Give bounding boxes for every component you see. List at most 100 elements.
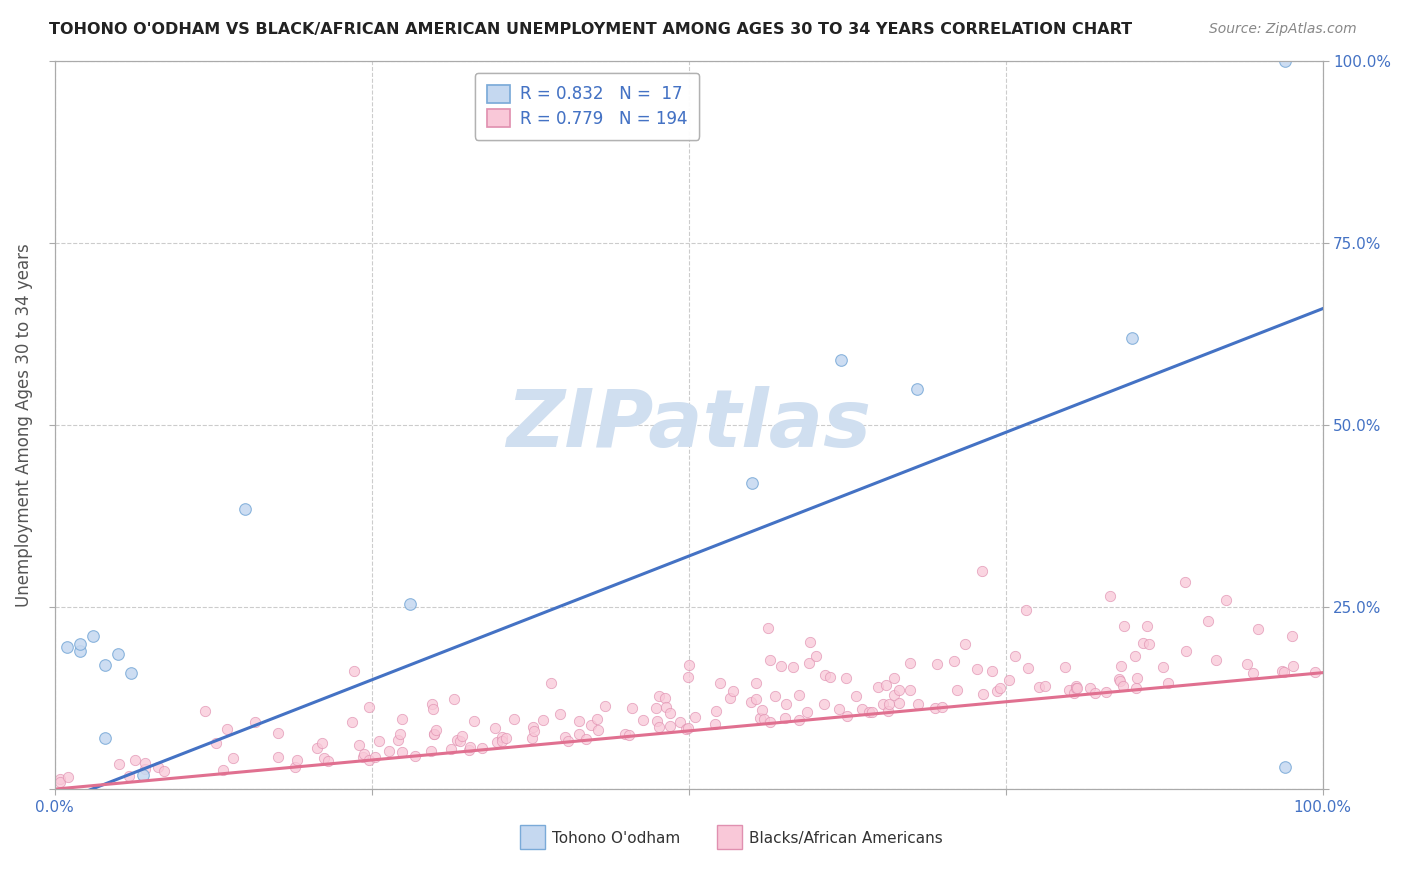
Point (387, 733, 409, 747)
Point (709, 676, 731, 690)
Point (775, 697, 797, 711)
Point (1174, 644, 1197, 658)
Point (998, 673, 1021, 687)
Point (813, 698, 835, 712)
Point (1236, 657, 1258, 671)
Point (898, 656, 921, 670)
Point (966, 662, 988, 676)
Point (830, 352, 852, 367)
Point (56, 771, 79, 785)
Point (391, 745, 413, 759)
Point (1017, 661, 1039, 675)
Point (799, 657, 821, 671)
Point (631, 713, 654, 727)
Point (1215, 592, 1237, 607)
Point (124, 753, 146, 767)
Point (1197, 614, 1219, 628)
Point (1136, 618, 1159, 632)
Point (1033, 679, 1056, 693)
Point (745, 676, 768, 690)
Point (146, 760, 169, 774)
Point (502, 712, 524, 726)
Point (883, 688, 905, 702)
Point (718, 691, 741, 706)
Point (900, 682, 922, 697)
Point (721, 684, 744, 698)
Point (568, 727, 591, 741)
Point (872, 697, 894, 711)
Point (1125, 681, 1147, 695)
Point (1243, 666, 1265, 681)
Point (343, 664, 366, 678)
Point (1274, 665, 1296, 679)
Point (1281, 659, 1303, 673)
Point (621, 700, 644, 714)
Point (423, 727, 446, 741)
Point (211, 764, 233, 778)
Point (1112, 618, 1135, 632)
Point (1123, 649, 1146, 664)
Point (1095, 685, 1118, 699)
Point (943, 654, 966, 668)
Point (217, 722, 239, 736)
Point (439, 741, 461, 756)
Point (676, 721, 699, 735)
Point (484, 722, 506, 736)
Point (648, 721, 671, 735)
Point (359, 699, 381, 714)
Point (773, 711, 796, 725)
Point (132, 767, 155, 781)
Point (520, 731, 543, 745)
Point (1157, 676, 1180, 690)
Point (1271, 664, 1294, 678)
Point (420, 744, 443, 758)
Point (883, 671, 905, 685)
Point (1121, 331, 1143, 345)
Point (770, 658, 793, 673)
Point (1054, 660, 1077, 674)
Point (548, 706, 571, 721)
Point (845, 689, 868, 703)
Point (1274, 54, 1296, 69)
Point (787, 688, 810, 702)
Point (425, 723, 447, 738)
Point (875, 678, 897, 692)
Point (645, 701, 668, 715)
Point (1303, 665, 1326, 679)
Point (1112, 679, 1135, 693)
Point (378, 744, 401, 758)
Point (1125, 671, 1147, 685)
Point (575, 732, 598, 747)
Point (69, 636, 91, 650)
Text: Tohono O'odham: Tohono O'odham (553, 830, 681, 846)
Point (347, 738, 370, 752)
Point (946, 682, 969, 697)
Point (311, 736, 333, 750)
Point (751, 702, 773, 716)
Point (398, 597, 420, 611)
Point (108, 756, 131, 771)
Point (586, 713, 609, 727)
Point (752, 711, 775, 725)
Point (94, 731, 117, 746)
Point (860, 706, 883, 720)
Text: Blacks/African Americans: Blacks/African Americans (749, 830, 943, 846)
Point (134, 756, 156, 771)
Point (357, 753, 380, 767)
Point (1132, 636, 1154, 650)
Point (404, 748, 426, 763)
Point (1064, 679, 1087, 693)
Point (685, 710, 707, 724)
Point (593, 699, 616, 714)
Point (1057, 683, 1080, 698)
Point (353, 747, 375, 761)
Point (120, 665, 142, 680)
Point (678, 658, 700, 673)
Point (267, 749, 290, 764)
Point (613, 727, 636, 741)
Point (1108, 673, 1130, 688)
Point (658, 719, 681, 733)
Point (491, 731, 513, 745)
Point (887, 696, 910, 710)
Point (759, 653, 782, 667)
